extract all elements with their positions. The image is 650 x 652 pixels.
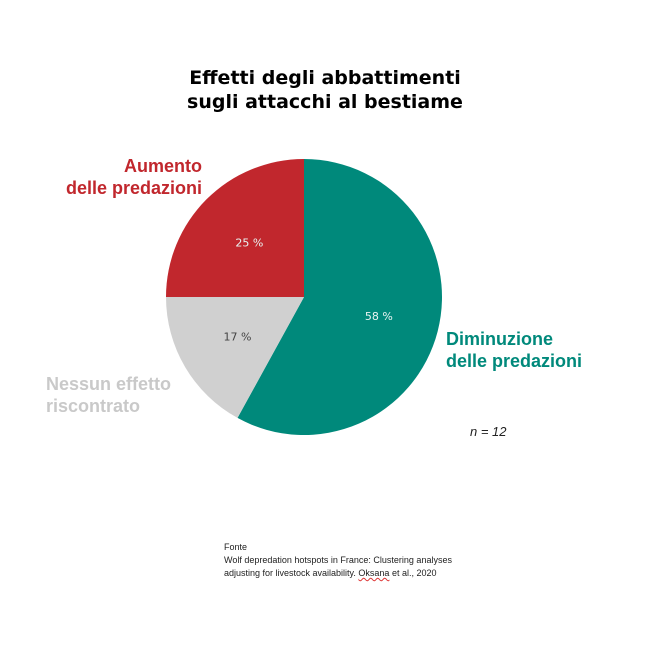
source-heading: Fonte — [224, 542, 248, 552]
sample-size-note: n = 12 — [470, 424, 507, 439]
source-line-1: Wolf depredation hotspots in France: Clu… — [224, 555, 452, 565]
chart-title-line-2: sugli attacchi al bestiame — [187, 91, 463, 113]
category-label-increase-line-2: delle predazioni — [65, 178, 202, 198]
category-label-increase: Aumento delle predazioni — [62, 155, 202, 199]
source-author: Oksana — [358, 568, 390, 578]
category-label-decrease-line-2: delle predazioni — [446, 351, 583, 371]
pie-slice-label-decrease: 58 % — [365, 310, 393, 323]
pie-slice-decrease — [237, 159, 442, 435]
category-label-decrease-line-1: Diminuzione — [446, 329, 553, 349]
source-line-2: adjusting for livestock availability. Ok… — [224, 567, 524, 580]
pie-slice-none — [166, 297, 304, 418]
chart-title-line-1: Effetti degli abbattimenti — [189, 67, 461, 89]
pie-slice-label-increase: 25 % — [235, 236, 263, 249]
pie-slice-labels: 58 % 17 % 25 % — [224, 236, 393, 343]
source-line-2-post: et al., 2020 — [389, 568, 437, 578]
source-citation: Fonte Wolf depredation hotspots in Franc… — [224, 541, 524, 580]
source-line-2-pre: adjusting for livestock availability. — [224, 568, 359, 578]
pie-slices — [166, 159, 442, 435]
category-label-none-line-2: riscontrato — [46, 396, 141, 416]
category-label-increase-line-1: Aumento — [124, 156, 202, 176]
pie-slice-increase — [166, 159, 304, 297]
category-label-decrease: Diminuzione delle predazioni — [446, 328, 626, 372]
category-label-none: Nessun effetto riscontrato — [46, 373, 216, 417]
pie-slice-label-none: 17 % — [224, 330, 252, 343]
category-label-none-line-1: Nessun effetto — [46, 374, 172, 394]
